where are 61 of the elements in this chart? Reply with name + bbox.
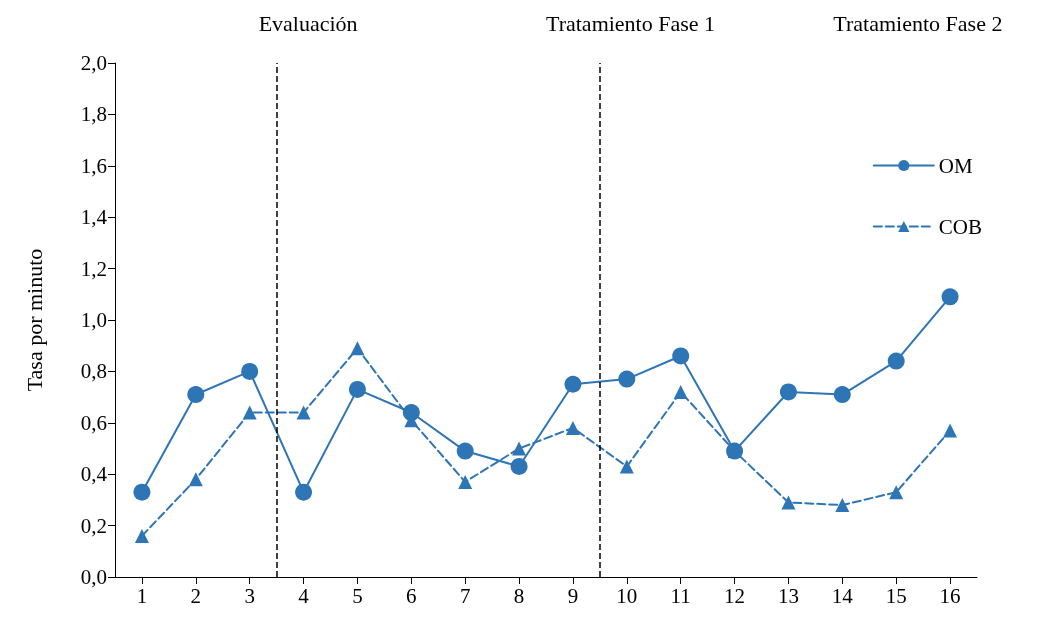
point [779,383,797,401]
y-tick-label: 1,0 [80,308,107,332]
point [458,474,473,489]
point [889,485,904,500]
point [188,472,203,487]
point [833,386,851,404]
x-tick-label: 13 [777,583,799,608]
point [510,457,528,475]
point [134,528,149,543]
x-tick-label: 12 [724,583,746,608]
point [618,370,636,388]
y-tick-label: 1,6 [80,153,107,178]
y-tick-label: 0,8 [80,359,107,384]
point [241,362,259,380]
point [781,495,796,510]
point [564,375,582,393]
point [673,384,688,399]
x-tick-label: 14 [831,583,854,608]
y-tick-label: 0,0 [80,565,107,589]
x-tick-label: 16 [939,583,961,608]
y-tick-label: 2,0 [80,51,107,75]
point [187,386,205,404]
x-tick-label: 5 [352,583,363,608]
point [348,380,366,398]
point [296,405,311,420]
x-tick-label: 15 [885,583,907,608]
x-tick-label: 6 [406,583,417,608]
point [565,420,580,435]
point [512,441,527,456]
x-tick-label: 10 [616,583,638,608]
y-tick-label: 0,4 [80,462,108,487]
y-tick-label: 0,6 [80,410,107,435]
text: Tratamiento Fase 1 [546,10,716,36]
point [941,288,959,306]
point [350,341,365,356]
point [456,442,474,460]
point [242,405,257,420]
point [943,423,958,438]
point [835,498,850,513]
x-tick-label: 7 [459,583,471,608]
y-tick-label: 1,2 [80,256,107,281]
point [295,483,313,501]
y-axis-title: Tasa por minuto [21,248,47,392]
legend-label: OM [938,153,973,178]
text: Tratamiento Fase 2 [833,10,1003,36]
y-tick-label: 1,8 [80,102,107,127]
legend-label: COB [938,214,983,239]
x-tick-label: 1 [136,583,148,608]
x-tick-label: 8 [513,583,525,608]
y-tick-label: 0,2 [80,513,107,538]
text: Evaluación [258,10,358,36]
point [887,352,905,370]
point [133,483,151,501]
x-tick-label: 9 [567,583,579,608]
x-tick-label: 4 [298,583,310,608]
y-tick-label: 1,4 [80,205,108,230]
point [672,347,690,365]
x-tick-label: 2 [190,583,202,608]
x-tick-label: 11 [670,583,691,608]
point [619,459,634,474]
x-tick-label: 3 [244,583,255,608]
